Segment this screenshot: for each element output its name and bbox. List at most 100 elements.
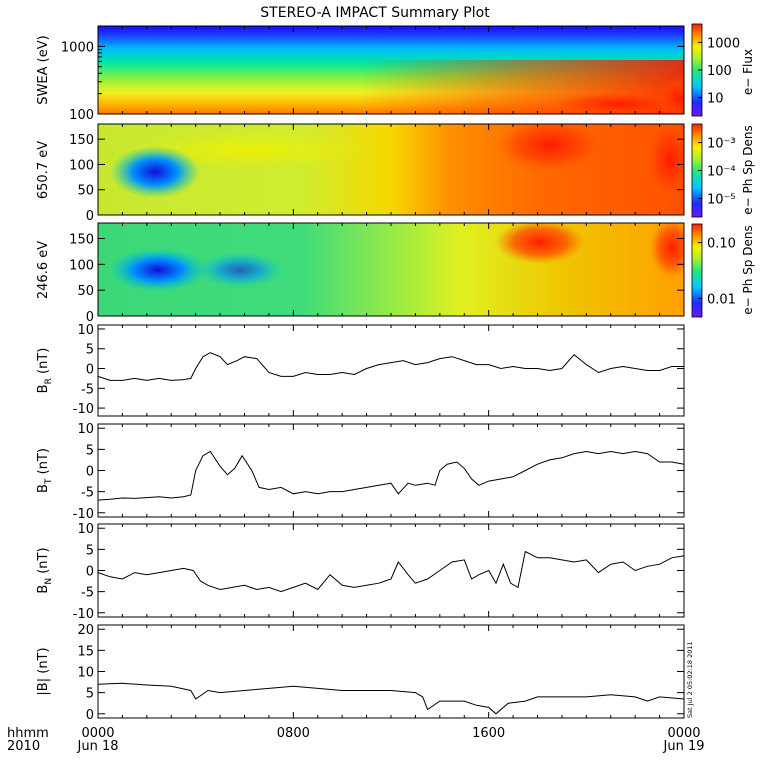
pitch-246-ytick-label: 0 xyxy=(86,310,94,325)
bn-series-line xyxy=(97,550,685,593)
swea-ytick-label: 1000 xyxy=(61,40,94,55)
swea-yticks: 1000 100 xyxy=(61,25,685,123)
pitch-650-ytick-label: 0 xyxy=(86,209,94,224)
br-ytick-label: -10 xyxy=(73,402,94,417)
swea-ylabel: SWEA (eV) xyxy=(36,35,51,104)
pitch-246-colorbar-ticks: 0.10 0.01 xyxy=(698,237,736,307)
pitch-650-colorbar-tick-label: 10⁻⁵ xyxy=(707,192,736,207)
bt-ytick-label: 0 xyxy=(86,465,94,480)
x-tick-label-time: 1600 xyxy=(472,726,505,741)
pitch-650-colorbar-label: e− Ph Sp Dens xyxy=(741,125,755,214)
pitch-650-red-region-late xyxy=(645,124,684,200)
bmag-ytick-label: 15 xyxy=(77,644,94,659)
bt-panel: 10 5 0 -5 -10 BT (nT) xyxy=(36,422,685,522)
pitch-246-red-region-late xyxy=(650,223,684,278)
br-panel: 10 5 0 -5 -10 BR (nT) xyxy=(36,323,685,417)
br-ylabel-unit: (nT) xyxy=(36,348,51,378)
bt-ytick-label: -5 xyxy=(81,486,94,501)
bmag-panel: 20 15 10 5 0 |B| (nT) xyxy=(36,623,685,723)
swea-red-band xyxy=(550,92,684,114)
swea-colorbar-tick-label: 100 xyxy=(707,64,732,79)
pitch-246-spectrogram xyxy=(98,223,684,316)
chart-title: STEREO-A IMPACT Summary Plot xyxy=(260,5,490,21)
pitch-650-colorbar-ticks: 10⁻³ 10⁻⁴ 10⁻⁵ xyxy=(698,137,736,207)
bt-ylabel-unit: (nT) xyxy=(36,448,51,478)
swea-ytick-label: 100 xyxy=(69,108,94,123)
br-frame xyxy=(97,324,685,417)
bn-ylabel-subscript: N xyxy=(44,578,54,585)
swea-colorbar-label: e− Flux xyxy=(741,49,755,95)
bn-ylabel-unit: (nT) xyxy=(36,547,51,577)
bt-ytick-label: -10 xyxy=(73,507,94,522)
bmag-ytick-label: 20 xyxy=(77,623,94,638)
bn-ytick-label: -10 xyxy=(73,607,94,622)
pitch-246-yticks: 150 100 50 0 xyxy=(69,223,685,325)
bn-frame xyxy=(97,523,685,618)
br-series-line xyxy=(97,352,684,381)
swea-red-band-edge xyxy=(655,78,684,114)
x-corner-label-bottom: 2010 xyxy=(7,739,40,754)
bt-frame xyxy=(97,423,685,518)
x-tick-label-time: 0800 xyxy=(277,726,310,741)
bmag-ytick-label: 10 xyxy=(77,666,94,681)
bt-ylabel-subscript: T xyxy=(44,478,54,485)
pitch-246-red-region xyxy=(495,223,585,264)
pitch-246-ytick-label: 50 xyxy=(77,284,94,299)
bmag-ylabel-symbol: |B| xyxy=(36,678,51,696)
swea-colorbar-ticks: 1000 100 10 xyxy=(698,36,740,107)
plot-timestamp: Sat Jul 2 05:02:18 2011 xyxy=(686,641,694,718)
bmag-frame xyxy=(97,624,685,719)
bn-ytick-label: 10 xyxy=(77,522,94,537)
br-ylabel: BR (nT) xyxy=(36,348,54,394)
pitch-650-colorbar-tick-label: 10⁻⁴ xyxy=(707,165,736,180)
bn-ytick-label: -5 xyxy=(81,586,94,601)
bmag-ytick-label: 0 xyxy=(86,708,94,723)
swea-spectrogram xyxy=(98,26,684,114)
pitch-246-colorbar-label: e− Ph Sp Dens xyxy=(741,225,755,314)
pitch-246-ytick-label: 100 xyxy=(69,258,94,273)
br-ytick-label: 5 xyxy=(86,343,94,358)
pitch-246-ylabel: 246.6 eV xyxy=(36,241,51,299)
pitch-650-ylabel: 650.7 eV xyxy=(36,141,51,199)
pitch-650-yticks: 150 100 50 0 xyxy=(69,124,685,224)
x-tick-label-time: 0000 xyxy=(667,726,700,741)
bmag-ylabel-unit: (nT) xyxy=(36,647,51,677)
pitch-246-low-flux-region-b xyxy=(195,252,285,288)
x-tick-label-time: 0000 xyxy=(81,726,114,741)
pitch-246-colorbar-tick-label: 0.10 xyxy=(707,237,736,252)
bn-ylabel-symbol: B xyxy=(36,585,51,594)
br-ytick-label: 0 xyxy=(86,363,94,378)
br-ytick-label: 10 xyxy=(77,323,94,338)
bt-ytick-label: 10 xyxy=(77,422,94,437)
bn-ytick-label: 5 xyxy=(86,543,94,558)
pitch-650-red-region xyxy=(495,124,605,173)
br-ylabel-subscript: R xyxy=(44,378,54,384)
x-tick-label-date: Jun 18 xyxy=(77,739,119,754)
pitch-650-colorbar-tick-label: 10⁻³ xyxy=(707,137,736,152)
bmag-ylabel: |B| (nT) xyxy=(36,647,51,695)
bmag-ytick-label: 5 xyxy=(86,687,94,702)
swea-colorbar-tick-label: 10 xyxy=(707,92,724,107)
swea-colorbar-tick-label: 1000 xyxy=(707,36,740,51)
x-corner-label-top: hhmm xyxy=(7,726,49,741)
pitch-650-ytick-label: 100 xyxy=(69,158,94,173)
pitch-650-ytick-label: 50 xyxy=(77,184,94,199)
bmag-series-line xyxy=(97,682,685,715)
pitch-246-ytick-label: 150 xyxy=(69,233,94,248)
bt-ytick-label: 5 xyxy=(86,443,94,458)
bt-series-line xyxy=(97,450,685,501)
bn-ytick-label: 0 xyxy=(86,565,94,580)
pitch-650-low-flux-region xyxy=(110,146,200,198)
bt-ylabel-symbol: B xyxy=(36,484,51,493)
pitch-650-ytick-label: 150 xyxy=(69,133,94,148)
pitch-246-low-flux-region xyxy=(108,248,208,292)
pitch-650-spectrogram xyxy=(98,124,684,215)
x-tick-label-date: Jun 19 xyxy=(663,739,705,754)
br-ytick-label: -5 xyxy=(81,382,94,397)
br-ylabel-symbol: B xyxy=(36,384,51,393)
bn-ylabel: BN (nT) xyxy=(36,547,54,593)
bt-ylabel: BT (nT) xyxy=(36,448,54,493)
